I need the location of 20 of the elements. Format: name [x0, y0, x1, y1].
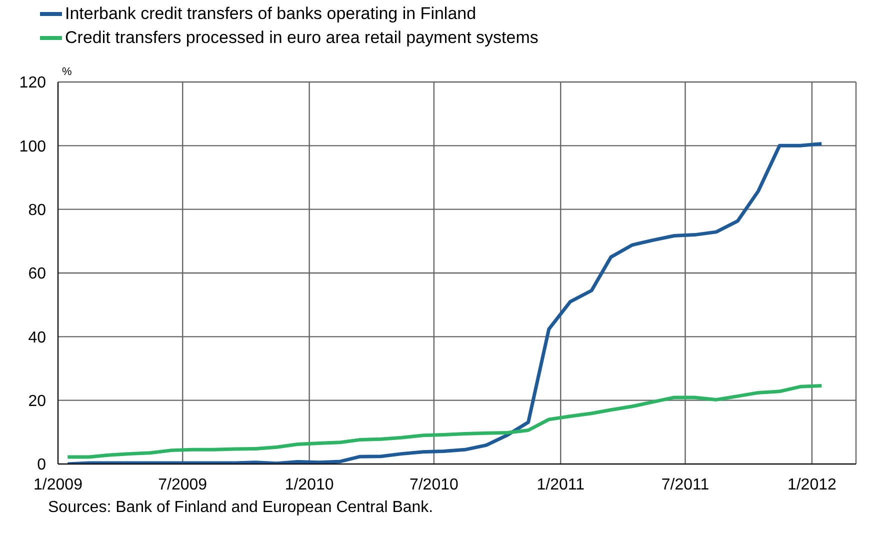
x-tick-label: 1/2011 — [536, 476, 585, 494]
x-tick-label: 1/2010 — [284, 476, 334, 494]
x-tick-label: 7/2009 — [158, 476, 208, 494]
x-tick-label: 7/2011 — [661, 476, 710, 494]
x-tick-label: 7/2010 — [409, 476, 459, 494]
y-tick-label: 120 — [19, 74, 46, 92]
legend-label: Credit transfers processed in euro area retail payment systems — [65, 27, 538, 49]
y-tick-label: 40 — [28, 329, 46, 346]
y-tick-label: 20 — [28, 393, 46, 410]
y-tick-label: 80 — [28, 202, 46, 220]
line-series — [66, 384, 824, 459]
line-series — [66, 142, 824, 464]
y-axis-title: % — [62, 66, 72, 78]
y-tick-label: 0 — [37, 456, 46, 474]
y-tick-label: 100 — [19, 138, 46, 156]
x-tick-label: 1/2012 — [787, 476, 837, 494]
x-tick-label: 1/2009 — [34, 476, 83, 494]
source-note: Sources: Bank of Finland and European Central Bank. — [48, 499, 434, 517]
legend-label: Interbank credit transfers of banks operating in Finland — [65, 3, 476, 25]
y-tick-label: 60 — [28, 266, 46, 283]
